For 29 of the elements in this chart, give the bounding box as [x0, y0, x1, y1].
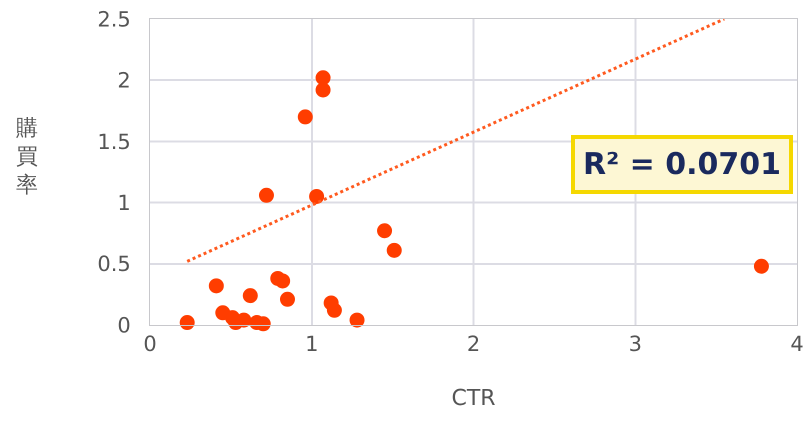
y-tick-label: 2.5 [97, 7, 131, 32]
point [208, 278, 224, 294]
x-tick-label: 3 [628, 332, 642, 356]
y-tick-label: 1.5 [97, 130, 131, 154]
x-axis-title: CTR [451, 386, 496, 412]
point [242, 288, 258, 304]
point [309, 188, 324, 204]
y-tick-label: 0 [117, 313, 131, 338]
point [298, 109, 313, 124]
point [180, 315, 195, 330]
point [316, 70, 331, 86]
point [377, 223, 392, 238]
x-tick-label: 1 [305, 332, 318, 356]
point [275, 273, 290, 288]
point [280, 292, 295, 307]
y-tick-label: 1 [117, 190, 131, 215]
point [326, 302, 342, 318]
point [350, 312, 365, 328]
y-axis-title: 購買率 [16, 116, 38, 198]
point [258, 188, 274, 203]
point [754, 258, 769, 274]
point [316, 82, 331, 98]
point [386, 242, 402, 258]
y-tick-label: 0.5 [97, 252, 131, 276]
annotation: R² = 0.0701 [583, 147, 782, 182]
x-tick-label: 4 [790, 332, 804, 356]
y-tick-label: 2 [117, 68, 131, 93]
x-tick-label: 2 [466, 332, 480, 356]
x-tick-label: 0 [143, 332, 157, 356]
